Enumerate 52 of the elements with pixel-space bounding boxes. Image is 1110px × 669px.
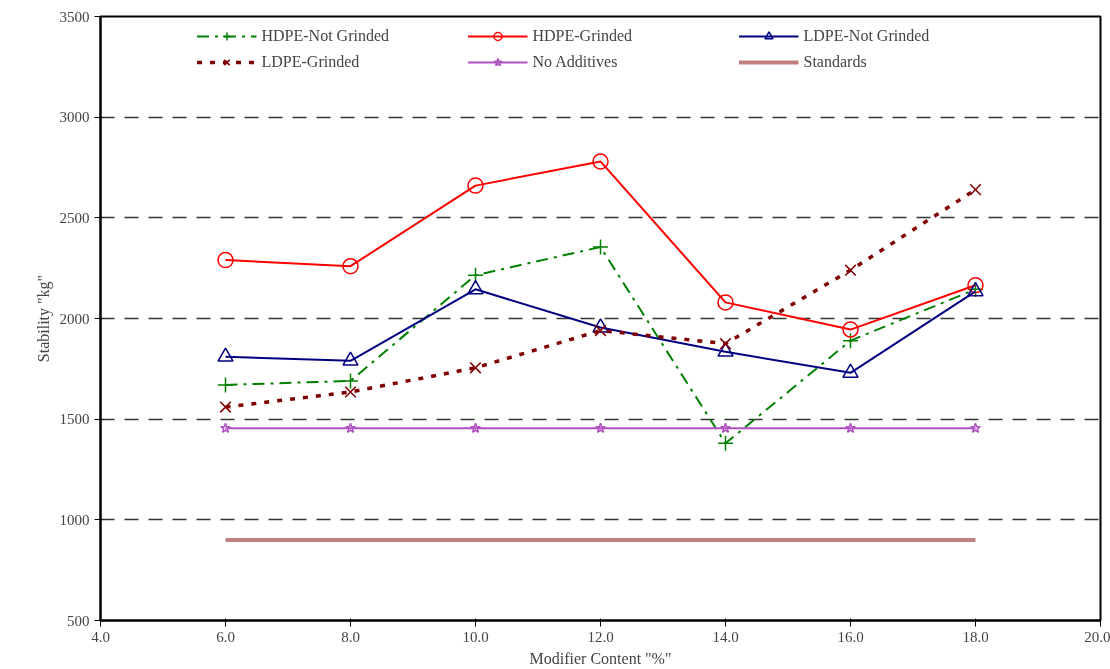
y-tick-label: 3000 bbox=[59, 109, 90, 126]
point bbox=[467, 266, 484, 284]
point bbox=[344, 385, 357, 399]
point bbox=[967, 277, 984, 294]
x-tick-label: 12.0 bbox=[587, 628, 614, 645]
y-tick-label: 500 bbox=[67, 612, 90, 629]
point bbox=[592, 318, 609, 333]
point bbox=[717, 435, 734, 452]
x-tick-label: 8.0 bbox=[341, 628, 360, 645]
point bbox=[217, 251, 234, 269]
legend-label: HDPE-Not Grinded bbox=[261, 27, 391, 45]
point bbox=[969, 422, 982, 434]
point bbox=[217, 376, 234, 394]
point bbox=[219, 422, 232, 434]
point bbox=[717, 294, 734, 311]
x-tick-label: 18.0 bbox=[962, 628, 989, 645]
point bbox=[342, 257, 359, 275]
point bbox=[842, 332, 859, 349]
point bbox=[469, 361, 482, 374]
x-tick-label: 6.0 bbox=[216, 628, 235, 645]
legend-label: LDPE-Not Grinded bbox=[803, 27, 931, 45]
point bbox=[342, 372, 359, 390]
y-tick-label: 1000 bbox=[59, 511, 90, 528]
point bbox=[842, 321, 859, 338]
point bbox=[592, 238, 609, 256]
y-tick-label: 3500 bbox=[59, 8, 90, 25]
point bbox=[844, 264, 857, 277]
point bbox=[594, 324, 607, 337]
legend-label: HDPE-Grinded bbox=[532, 27, 634, 45]
point bbox=[219, 401, 232, 414]
y-tick-label: 2000 bbox=[59, 310, 90, 327]
legend-label: LDPE-Grinded bbox=[261, 53, 361, 71]
point bbox=[719, 337, 732, 350]
x-tick-label: 10.0 bbox=[462, 628, 489, 645]
point bbox=[719, 422, 732, 434]
point bbox=[969, 183, 982, 196]
point bbox=[344, 422, 357, 434]
x-tick-label: 20.0 bbox=[1084, 628, 1110, 645]
x-tick-label: 4.0 bbox=[91, 628, 110, 645]
y-axis-title: Stability "kg" bbox=[34, 274, 53, 363]
legend-label: No Additives bbox=[532, 53, 619, 71]
point bbox=[592, 153, 609, 170]
point bbox=[594, 422, 607, 434]
x-axis-title: Modifier Content "%" bbox=[529, 649, 672, 667]
point bbox=[467, 177, 484, 194]
point bbox=[844, 422, 857, 434]
legend-label: Standards bbox=[803, 53, 868, 71]
point bbox=[469, 422, 482, 434]
y-tick-label: 2500 bbox=[59, 209, 90, 226]
y-tick-label: 1500 bbox=[59, 411, 90, 428]
x-tick-label: 16.0 bbox=[837, 628, 864, 645]
x-tick-label: 14.0 bbox=[712, 628, 739, 645]
